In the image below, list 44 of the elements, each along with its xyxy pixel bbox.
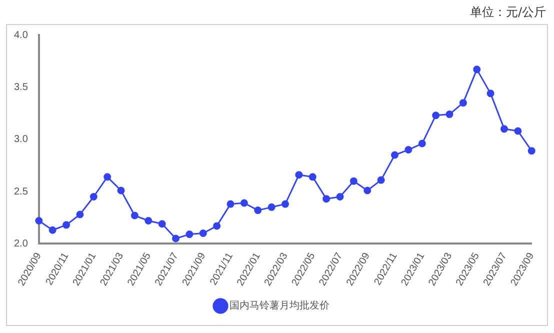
y-tick-label: 4.0 [14,30,28,41]
point [158,220,166,228]
point [144,216,152,224]
point [364,186,372,194]
point [418,140,426,148]
point [350,177,358,185]
point [390,151,398,159]
y-tick-label: 2.5 [14,186,28,198]
point [35,216,43,224]
point [199,230,207,238]
point [377,176,385,184]
point [104,173,112,181]
point [308,173,316,181]
point [404,146,412,154]
y-tick-label: 3.5 [14,82,28,93]
point [500,125,508,133]
point [90,192,98,200]
point [295,171,303,179]
legend-label: 国内马铃薯月均批发价 [230,300,330,312]
point [240,199,248,207]
point [76,210,84,218]
point [130,212,138,220]
point [336,192,344,200]
point [117,186,125,194]
point [213,222,221,230]
point [268,203,276,211]
point [514,127,522,135]
point [254,206,262,214]
point [48,226,56,234]
point [446,110,454,118]
point [459,99,467,107]
y-tick-label: 3.0 [14,134,28,146]
point [528,147,536,155]
point [62,221,70,229]
text: 单位：元/公斤 [470,4,546,21]
y-tick-label: 2.0 [14,238,28,250]
point [282,200,290,208]
point [186,230,194,238]
point [322,195,330,203]
point [473,66,481,74]
point [226,200,234,208]
point [172,234,180,242]
point [486,90,494,98]
point [432,112,440,120]
